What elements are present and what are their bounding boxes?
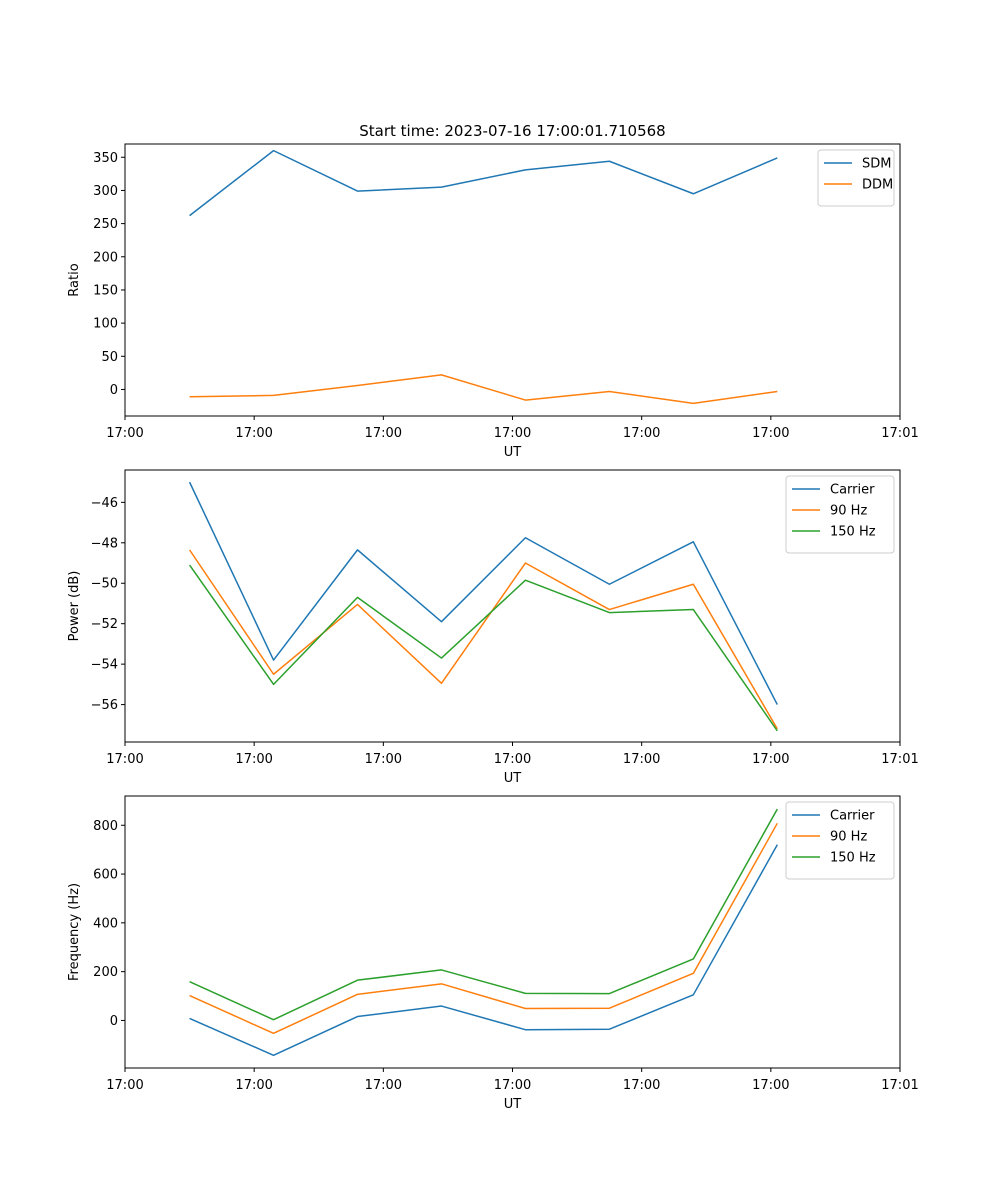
x-tick-label: 17:00	[365, 1078, 402, 1093]
y-tick-label: −56	[91, 698, 118, 713]
x-tick-label: 17:00	[235, 752, 272, 767]
y-tick-label: 350	[93, 151, 118, 166]
y-tick-label: 300	[93, 184, 118, 199]
legend-label: 90 Hz	[830, 830, 867, 845]
y-tick-label: 250	[93, 217, 118, 232]
legend-label: SDM	[862, 157, 891, 172]
x-tick-label: 17:00	[623, 1078, 660, 1093]
legend-label: 150 Hz	[830, 525, 876, 540]
y-tick-label: 50	[101, 350, 118, 365]
x-tick-label: 17:00	[752, 426, 789, 441]
x-tick-label: 17:00	[106, 752, 143, 767]
y-axis-label: Ratio	[67, 263, 82, 296]
y-axis-label: Frequency (Hz)	[67, 883, 82, 981]
y-tick-label: 0	[110, 1014, 118, 1029]
y-tick-label: 600	[93, 868, 118, 883]
y-tick-label: 150	[93, 283, 118, 298]
x-axis-label: UT	[504, 445, 522, 460]
y-tick-label: 400	[93, 916, 118, 931]
x-tick-label: 17:00	[235, 426, 272, 441]
x-tick-label: 17:00	[106, 1078, 143, 1093]
y-tick-label: 800	[93, 819, 118, 834]
x-tick-label: 17:00	[365, 752, 402, 767]
y-tick-label: 200	[93, 250, 118, 265]
legend: Carrier 90 Hz 150 Hz	[786, 802, 894, 879]
x-tick-label: 17:01	[881, 1078, 918, 1093]
x-tick-label: 17:01	[881, 752, 918, 767]
y-tick-label: −50	[91, 577, 118, 592]
x-tick-label: 17:00	[365, 426, 402, 441]
legend-label: Carrier	[830, 809, 875, 824]
legend: SDM DDM	[818, 150, 894, 206]
y-tick-label: 200	[93, 965, 118, 980]
legend-label: Carrier	[830, 483, 875, 498]
x-tick-label: 17:00	[494, 1078, 531, 1093]
x-tick-label: 17:00	[623, 752, 660, 767]
legend-label: DDM	[862, 178, 893, 193]
x-axis-label: UT	[504, 771, 522, 786]
chart-title: Start time: 2023-07-16 17:00:01.710568	[359, 122, 665, 140]
x-tick-label: 17:00	[752, 752, 789, 767]
y-tick-label: −54	[91, 658, 118, 673]
legend-label: 150 Hz	[830, 851, 876, 866]
y-tick-label: 100	[93, 317, 118, 332]
x-tick-label: 17:00	[235, 1078, 272, 1093]
x-tick-label: 17:00	[623, 426, 660, 441]
y-tick-label: −48	[91, 536, 118, 551]
x-tick-label: 17:00	[494, 426, 531, 441]
legend: Carrier 90 Hz 150 Hz	[786, 476, 894, 553]
y-axis-label: Power (dB)	[67, 571, 82, 642]
y-tick-label: 0	[110, 383, 118, 398]
x-tick-label: 17:00	[106, 426, 143, 441]
y-tick-label: −46	[91, 496, 118, 511]
x-tick-label: 17:00	[494, 752, 531, 767]
x-tick-label: 17:00	[752, 1078, 789, 1093]
x-tick-label: 17:01	[881, 426, 918, 441]
legend-label: 90 Hz	[830, 504, 867, 519]
y-tick-label: −52	[91, 617, 118, 632]
x-axis-label: UT	[504, 1097, 522, 1112]
